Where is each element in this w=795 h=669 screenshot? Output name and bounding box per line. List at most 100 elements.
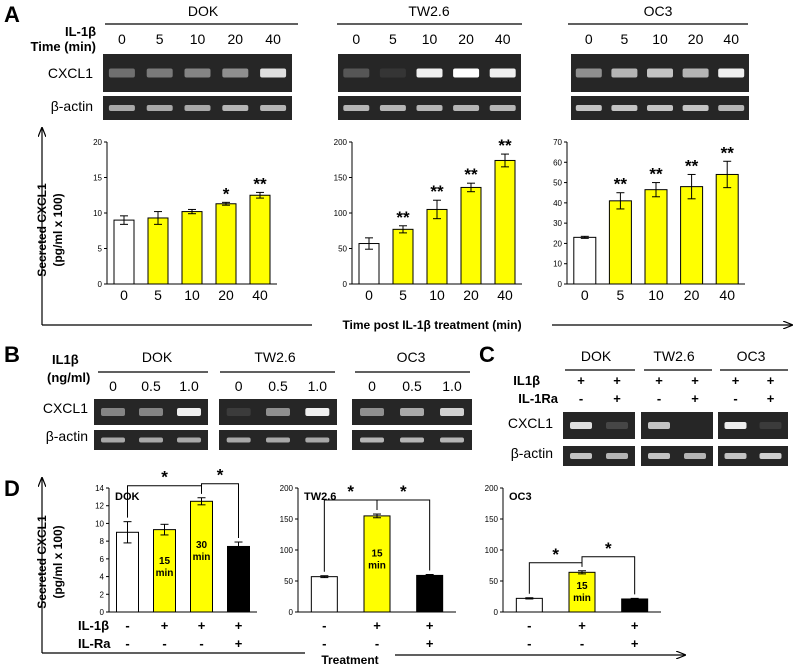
y-tick-label: 20 (553, 239, 562, 248)
y-tick-label: 10 (553, 260, 562, 269)
il1b-sign: + (373, 618, 381, 633)
gel-band (146, 105, 173, 111)
panel-b-row-label-dose: (ng/ml) (47, 370, 90, 385)
panel-b-row-label-cxcl1: CXCL1 (43, 400, 88, 416)
panel-c-row-label-il1b: IL1β (513, 373, 540, 388)
lane-label: 5 (389, 31, 397, 47)
gel-band (177, 408, 201, 416)
bar (426, 208, 448, 285)
gel-band (260, 105, 287, 111)
gel-b-cxcl1-2 (352, 399, 472, 425)
panel-b-gels (94, 399, 472, 450)
gel-band (146, 68, 173, 78)
gel-band (489, 68, 516, 78)
bar (608, 200, 632, 285)
panel-d-y-axis-label: Secreted CXCL1 (35, 515, 49, 609)
gel-band (343, 105, 370, 111)
panel-b-cell-line-tw26: TW2.6 (254, 349, 295, 365)
y-tick-label: 0 (100, 608, 105, 617)
x-tick-label: 20 (684, 287, 700, 303)
il1b-sign: + (426, 618, 434, 633)
y-tick-label: 14 (95, 484, 104, 493)
y-tick-label: 150 (485, 515, 499, 524)
panel-d-row-label-ilra: IL-Ra (78, 636, 111, 651)
x-tick-label: 5 (399, 287, 407, 303)
panel-b-cell-line-oc3: OC3 (397, 349, 426, 365)
lane-label: 1.0 (442, 378, 462, 394)
bar (460, 186, 482, 285)
gel-band (648, 422, 670, 429)
chart-title: TW2.6 (304, 491, 336, 503)
y-tick-label: 50 (284, 577, 293, 586)
y-tick-label: 0 (343, 280, 348, 289)
il1ra-sign: + (613, 391, 621, 406)
panel-b-label: B (4, 342, 20, 367)
y-tick-label: 150 (334, 174, 348, 183)
significance-mark: ** (253, 174, 267, 193)
lane-label: 40 (495, 31, 511, 47)
x-tick-label: 10 (648, 287, 664, 303)
panel-b-cell-line-dok: DOK (142, 349, 173, 365)
il1ra-sign: + (691, 391, 699, 406)
gel-band (222, 105, 249, 111)
significance-mark: ** (464, 165, 478, 184)
y-tick-label: 6 (100, 555, 105, 564)
gel-band (400, 437, 424, 443)
il1b-sign: + (161, 618, 169, 633)
lane-label: 0 (368, 378, 376, 394)
lane-label: 0 (585, 31, 593, 47)
lane-label: 40 (723, 31, 739, 47)
panel-a-cell-line-tw26: TW2.6 (408, 3, 449, 19)
panel-a-y-axis-label: Secreted CXCL1 (35, 183, 49, 277)
x-tick-label: 5 (617, 287, 625, 303)
significance-mark: * (400, 482, 407, 501)
y-tick-label: 8 (100, 537, 105, 546)
gel-band (260, 68, 287, 78)
x-tick-label: 5 (154, 287, 162, 303)
il1b-sign: + (631, 618, 639, 633)
significance-mark: * (223, 184, 230, 203)
bar-annotation: min (193, 552, 211, 563)
lane-label: 0 (109, 378, 117, 394)
bar (249, 194, 271, 285)
bar-annotation: 15 (159, 556, 171, 567)
lane-label: 1.0 (308, 378, 328, 394)
gel-band (606, 422, 628, 429)
il1b-sign: + (198, 618, 206, 633)
y-tick-label: 100 (280, 546, 294, 555)
significance-mark: ** (649, 165, 663, 184)
bar (310, 576, 338, 613)
x-tick-label: 40 (497, 287, 513, 303)
gel-band (108, 105, 135, 111)
chart-title: OC3 (509, 491, 532, 503)
bar-annotation: min (156, 568, 174, 579)
gel-band (570, 422, 592, 429)
significance-mark: ** (614, 175, 628, 194)
il1b-sign: + (732, 373, 740, 388)
gel-band (416, 68, 443, 78)
y-tick-label: 200 (485, 484, 499, 493)
x-tick-label: 40 (719, 287, 735, 303)
gel-band (400, 408, 424, 416)
x-tick-label: 10 (184, 287, 200, 303)
x-tick-label: 20 (463, 287, 479, 303)
y-tick-label: 40 (553, 199, 562, 208)
y-tick-label: 100 (334, 209, 348, 218)
gel-b-cxcl1-1 (219, 399, 337, 425)
y-tick-label: 70 (553, 138, 562, 147)
panel-a-y-axis-unit: (pg/ml x 100) (51, 193, 65, 266)
panel-d-row-label-il1b: IL-1β (78, 618, 109, 633)
panel-c-lane-labels: + + - + + + - + + + - + (577, 373, 775, 406)
gel-band (139, 437, 163, 443)
il1ra-sign: - (657, 391, 661, 406)
il1b-sign: + (613, 373, 621, 388)
significance-mark: ** (498, 136, 512, 155)
y-tick-label: 4 (100, 573, 105, 582)
gel-band (575, 105, 602, 111)
gel-band (606, 453, 628, 459)
gel-b-cxcl1-0 (94, 399, 208, 425)
gel-band (718, 68, 745, 78)
gel-a-actin-2 (571, 96, 749, 120)
gel-c-cxcl1-0 (563, 412, 635, 439)
il1b-sign: + (577, 373, 585, 388)
